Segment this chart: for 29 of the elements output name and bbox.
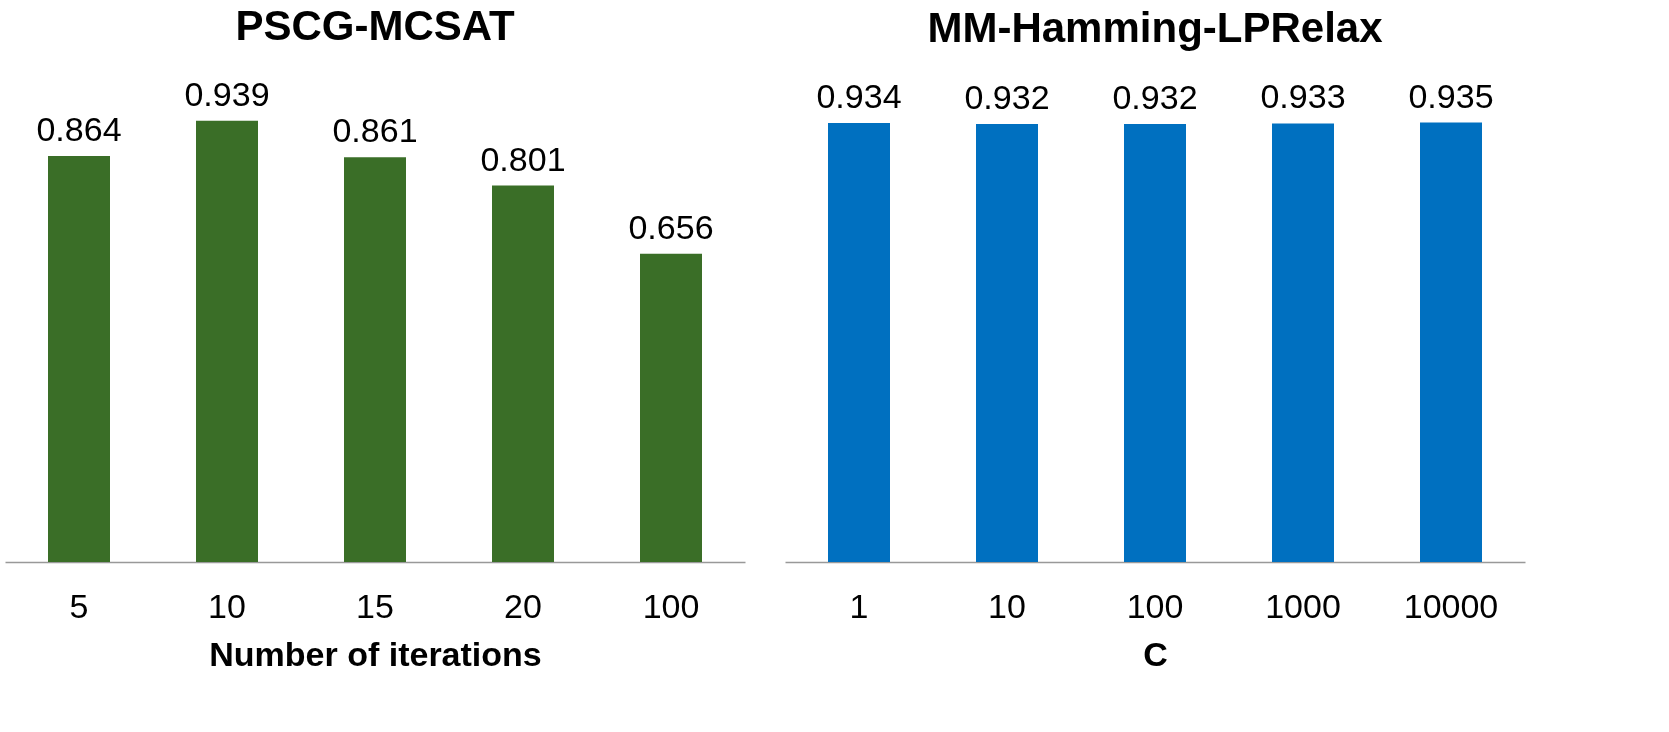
x-tick-label: 100 [1126,586,1184,625]
x-tick-label: 10 [988,586,1026,625]
bar [492,185,554,562]
bar [640,253,702,562]
x-tick-label: 100 [642,586,700,625]
bar [48,155,110,562]
bar [344,157,406,562]
data-label: 0.939 [184,74,270,113]
x-tick-label: 10 [208,586,246,625]
x-axis-title: C [1143,634,1168,673]
x-tick-label: 10000 [1403,586,1499,625]
data-label: 0.934 [816,77,902,116]
data-label: 0.932 [964,77,1050,116]
data-label: 0.932 [1112,77,1198,116]
chart-title: MM-Hamming-LPRelax [927,3,1384,51]
data-label: 0.935 [1408,76,1494,115]
bar [196,120,258,562]
x-tick-label: 1000 [1265,586,1341,625]
data-label: 0.656 [628,207,714,246]
x-axis-title: Number of iterations [209,634,542,673]
data-label: 0.864 [36,109,122,148]
chart-title: PSCG-MCSAT [235,1,515,49]
data-label: 0.861 [332,111,418,150]
x-tick-label: 20 [504,586,542,625]
x-tick-label: 1 [849,586,869,625]
data-label: 0.933 [1260,77,1346,116]
x-tick-label: 5 [69,586,89,625]
data-label: 0.801 [480,139,566,178]
x-tick-label: 15 [356,586,394,625]
